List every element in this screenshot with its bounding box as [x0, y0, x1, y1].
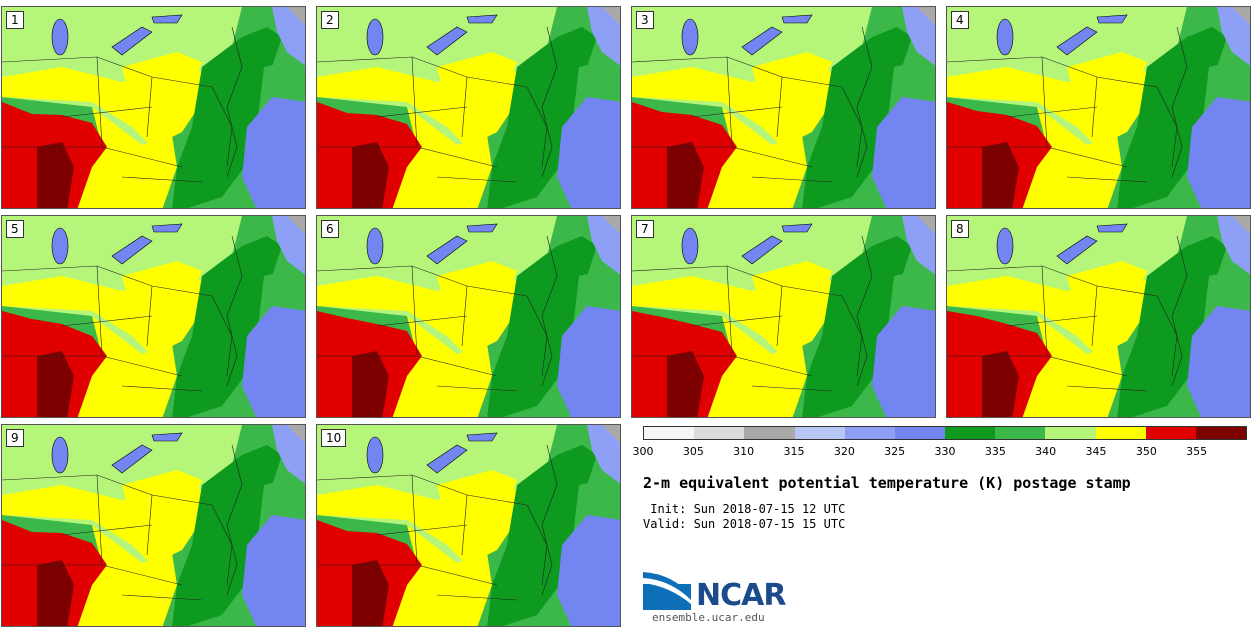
colorbar-swatch — [744, 427, 795, 439]
colorbar-tick: 305 — [682, 445, 704, 458]
colorbar-swatch — [945, 427, 996, 439]
colorbar-swatch — [1045, 427, 1096, 439]
colorbar-swatch — [1145, 427, 1196, 439]
ensemble-member-map: 1 — [1, 6, 306, 209]
member-label: 7 — [636, 220, 654, 238]
colorbar-tick: 350 — [1135, 445, 1157, 458]
member-label: 8 — [951, 220, 969, 238]
member-label: 6 — [321, 220, 339, 238]
member-label: 10 — [321, 429, 347, 447]
colorbar-tick: 310 — [733, 445, 755, 458]
colorbar-tick: 320 — [833, 445, 855, 458]
ensemble-member-map: 5 — [1, 215, 306, 418]
ensemble-member-map: 6 — [316, 215, 621, 418]
colorbar — [643, 426, 1247, 440]
colorbar-swatch — [844, 427, 895, 439]
colorbar-tick: 315 — [783, 445, 805, 458]
member-label: 2 — [321, 11, 339, 29]
member-label: 1 — [6, 11, 24, 29]
ensemble-member-map: 7 — [631, 215, 936, 418]
ensemble-member-map: 2 — [316, 6, 621, 209]
colorbar-tick: 355 — [1186, 445, 1208, 458]
ncar-logo-icon — [643, 572, 691, 610]
colorbar-swatch — [794, 427, 845, 439]
ensemble-member-map: 8 — [946, 215, 1251, 418]
colorbar-tick: 340 — [1035, 445, 1057, 458]
member-label: 5 — [6, 220, 24, 238]
init-time: Init: Sun 2018-07-15 12 UTC — [643, 502, 846, 516]
logo-url: ensemble.ucar.edu — [652, 611, 765, 624]
member-label: 9 — [6, 429, 24, 447]
colorbar-swatch — [1095, 427, 1146, 439]
ensemble-member-map: 3 — [631, 6, 936, 209]
logo-text: NCAR — [696, 578, 786, 613]
member-label: 4 — [951, 11, 969, 29]
colorbar-swatch — [644, 427, 695, 439]
colorbar-swatch — [694, 427, 745, 439]
colorbar-tick: 300 — [632, 445, 654, 458]
colorbar-swatch — [995, 427, 1046, 439]
member-label: 3 — [636, 11, 654, 29]
ensemble-member-map: 4 — [946, 6, 1251, 209]
ensemble-member-map: 9 — [1, 424, 306, 627]
ensemble-member-map: 10 — [316, 424, 621, 627]
colorbar-tick: 345 — [1085, 445, 1107, 458]
chart-title: 2-m equivalent potential temperature (K)… — [643, 474, 1131, 492]
valid-time: Valid: Sun 2018-07-15 15 UTC — [643, 517, 846, 531]
colorbar-tick: 335 — [984, 445, 1006, 458]
colorbar-swatch — [1195, 427, 1247, 439]
colorbar-swatch — [894, 427, 946, 439]
colorbar-ticks: 300 305 310 315 320 325 330 335 340 345 350 355 — [633, 445, 1247, 459]
time-info: Init: Sun 2018-07-15 12 UTC Valid: Sun 2… — [643, 502, 845, 532]
colorbar-tick: 325 — [884, 445, 906, 458]
colorbar-tick: 330 — [934, 445, 956, 458]
